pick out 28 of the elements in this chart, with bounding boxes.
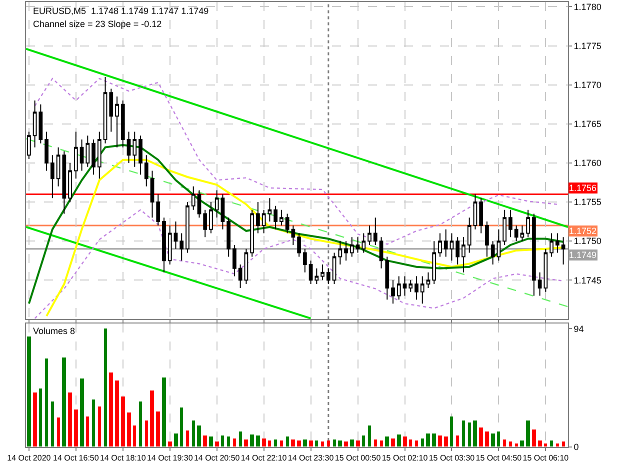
y-tick-label: 1.1770 [574,80,602,90]
text: EURUSD,M5 1.1748 1.1749 1.1747 1.1749 [33,6,209,16]
chart-title: Volumes 8 [33,326,76,336]
x-tick-label: 14 Oct 2020 [7,454,52,463]
x-tick-label: 14 Oct 23:30 [288,454,334,463]
x-tick-label: 14 Oct 22:10 [240,454,288,463]
y-tick-label: 0 [574,442,579,452]
x-tick-label: 14 Oct 18:10 [100,454,146,463]
y-tick-label: 1.1780 [574,2,602,12]
ref-line-label: 1.1756 [569,183,597,193]
x-tick-label: 15 Oct 02:10 [382,454,428,463]
x-tick-label: 15 Oct 03:30 [428,454,476,463]
y-tick-label: 1.1775 [574,40,602,51]
y-tick-label: 1.1760 [574,158,602,168]
x-tick-label: 15 Oct 06:10 [522,454,570,463]
ref-line-label: 1.1749 [569,250,597,260]
x-tick-label: 14 Oct 19:30 [146,454,194,463]
x-tick-label: 15 Oct 04:50 [476,454,522,463]
x-tick-label: 14 Oct 20:50 [194,454,240,463]
x-tick-label: 15 Oct 00:50 [334,454,382,463]
x-tick-label: 14 Oct 16:50 [53,454,100,463]
text: Channel size = 23 Slope = -0.12 [33,19,162,29]
y-tick-label: 1.1755 [574,197,602,208]
y-tick-label: 1.1745 [574,275,602,286]
y-tick-label: 1.1765 [574,119,602,130]
y-tick-label: 94 [574,324,584,334]
y-tick-label: 1.1750 [574,236,602,246]
ref-line-label: 1.1752 [569,226,597,236]
